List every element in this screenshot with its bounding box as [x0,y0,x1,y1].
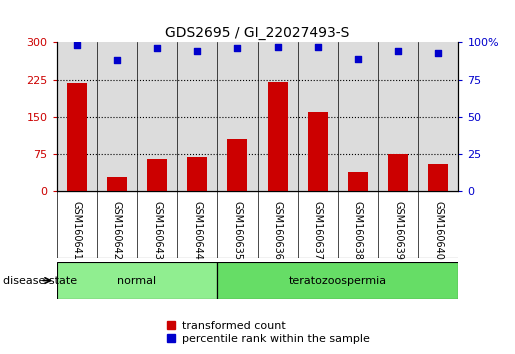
Bar [187,158,208,191]
Bar [177,42,217,191]
FancyBboxPatch shape [217,262,458,299]
Text: GSM160638: GSM160638 [353,201,363,260]
Text: GSM160639: GSM160639 [393,201,403,260]
Text: GSM160643: GSM160643 [152,201,162,260]
Bar [428,164,448,191]
Bar [268,82,287,191]
Bar [348,172,368,191]
Point [193,48,201,54]
Bar [97,42,137,191]
Text: GSM160642: GSM160642 [112,201,122,260]
Point [394,48,402,54]
Point [314,44,322,50]
Bar [57,42,97,191]
Bar [338,42,378,191]
Bar [258,42,298,191]
Text: GSM160637: GSM160637 [313,201,323,260]
Text: GSM160641: GSM160641 [72,201,82,260]
Text: normal: normal [117,275,157,286]
Bar [298,42,338,191]
Bar [308,112,328,191]
Title: GDS2695 / GI_22027493-S: GDS2695 / GI_22027493-S [165,26,350,40]
Bar [107,177,127,191]
Point [233,46,242,51]
Bar [418,42,458,191]
Bar [388,154,408,191]
Bar [137,42,177,191]
Point [354,56,362,62]
Bar [66,83,87,191]
Text: GSM160644: GSM160644 [192,201,202,260]
Bar [147,159,167,191]
Bar [228,139,248,191]
Bar [217,42,258,191]
Point [273,44,282,50]
Point [153,46,161,51]
Text: teratozoospermia: teratozoospermia [289,275,387,286]
Text: disease state: disease state [3,275,77,286]
Point [113,57,121,63]
Bar [378,42,418,191]
Text: GSM160636: GSM160636 [272,201,283,260]
Point [434,50,442,56]
Text: GSM160635: GSM160635 [232,201,243,260]
FancyBboxPatch shape [57,262,217,299]
Legend: transformed count, percentile rank within the sample: transformed count, percentile rank withi… [161,316,374,348]
Text: GSM160640: GSM160640 [433,201,443,260]
Point [73,42,81,48]
